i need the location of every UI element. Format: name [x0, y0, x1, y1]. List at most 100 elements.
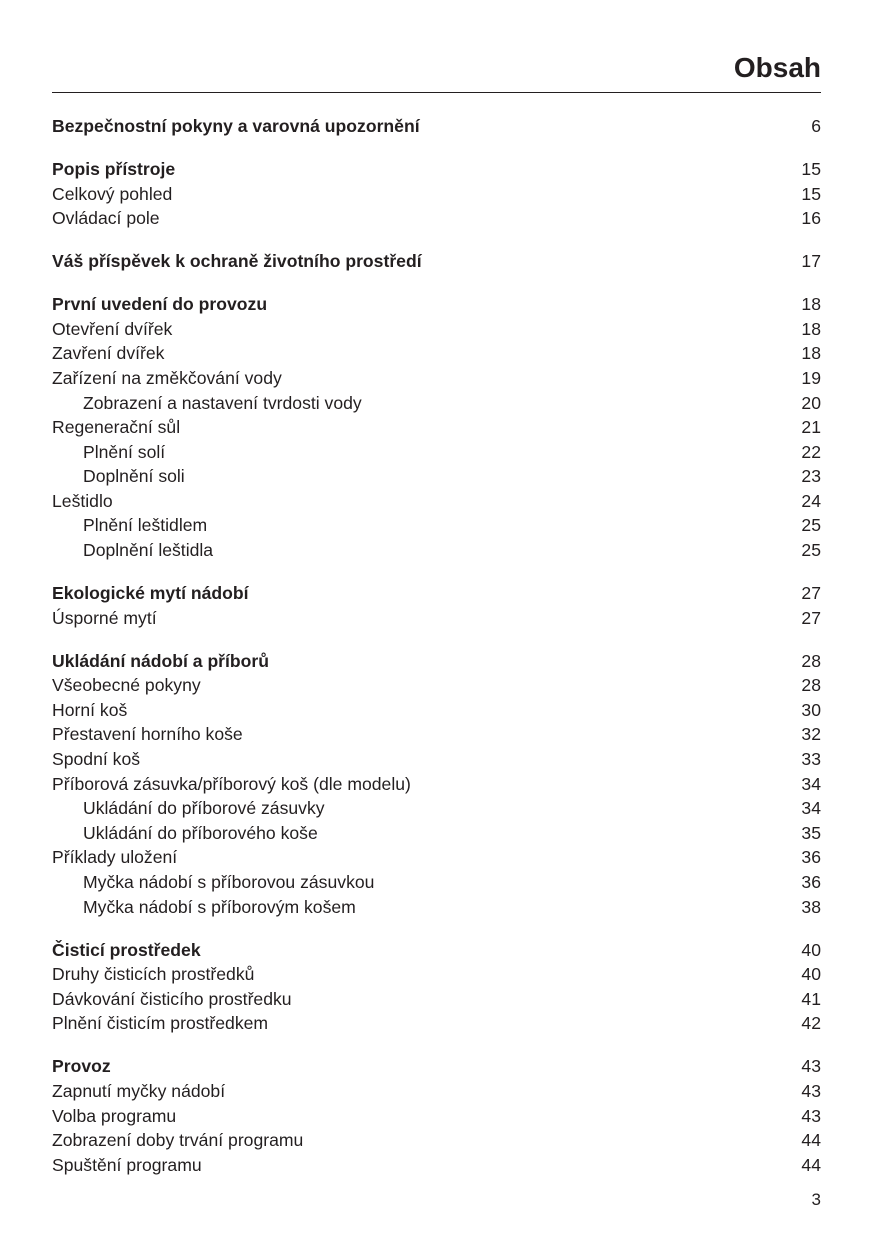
toc-entry[interactable]: Zapnutí myčky nádobí 43 [52, 1079, 821, 1104]
toc-entry-title: Otevření dvířek [52, 318, 173, 339]
toc-chapter-entry[interactable]: První uvedení do provozu 18 [52, 292, 821, 317]
dot-leader [202, 1170, 776, 1171]
toc-entry-title: Příklady uložení [52, 847, 178, 868]
toc-entry-title: Volba programu [52, 1105, 177, 1126]
toc-entry-page: 43 [801, 1080, 821, 1101]
dot-leader [362, 408, 776, 409]
toc-entry[interactable]: Doplnění soli 23 [52, 464, 821, 489]
dot-leader [225, 1096, 776, 1097]
toc-entry-page: 40 [801, 964, 821, 985]
toc-chapter-entry[interactable]: Váš příspěvek k ochraně životního prostř… [52, 249, 821, 274]
dot-leader [185, 481, 776, 482]
toc-entry[interactable]: Doplnění leštidla 25 [52, 538, 821, 563]
toc-entry[interactable]: Všeobecné pokyny 28 [52, 673, 821, 698]
toc-entry[interactable]: Zobrazení a nastavení tvrdosti vody 20 [52, 391, 821, 416]
table-of-contents: Bezpečnostní pokyny a varovná upozornění… [52, 114, 821, 1196]
toc-entry[interactable]: Celkový pohled 15 [52, 182, 821, 207]
toc-chapter-entry[interactable]: Provoz 43 [52, 1054, 821, 1079]
toc-chapter-entry[interactable]: Čisticí prostředek 40 [52, 938, 821, 963]
toc-entry[interactable]: Myčka nádobí s příborovou zásuvkou 36 [52, 870, 821, 895]
toc-entry-title: Zavření dvířek [52, 343, 165, 364]
toc-entry-page: 34 [801, 798, 821, 819]
toc-entry-title: Dávkování čisticího prostředku [52, 988, 292, 1009]
toc-entry[interactable]: Úsporné mytí 27 [52, 606, 821, 631]
toc-entry[interactable]: Dávkování čisticího prostředku 41 [52, 987, 821, 1012]
toc-entry[interactable]: Spodní koš 33 [52, 747, 821, 772]
toc-entry-page: 25 [801, 515, 821, 536]
dot-leader [160, 223, 776, 224]
toc-entry-page: 32 [801, 724, 821, 745]
toc-entry-title: Váš příspěvek k ochraně životního prostř… [52, 251, 422, 272]
toc-entry-page: 43 [801, 1056, 821, 1077]
toc-entry-page: 28 [801, 675, 821, 696]
toc-entry[interactable]: Přestavení horního koše 32 [52, 722, 821, 747]
toc-entry-page: 36 [801, 871, 821, 892]
toc-entry-title: První uvedení do provozu [52, 294, 268, 315]
toc-entry[interactable]: Ukládání do příborového koše 35 [52, 821, 821, 846]
toc-entry[interactable]: Druhy čisticích prostředků 40 [52, 962, 821, 987]
toc-entry[interactable]: Otevření dvířek 18 [52, 317, 821, 342]
dot-leader [267, 309, 776, 310]
toc-entry[interactable]: Příborová zásuvka/příborový koš (dle mod… [52, 772, 821, 797]
toc-entry[interactable]: Zavření dvířek 18 [52, 341, 821, 366]
toc-entry-title: Ovládací pole [52, 208, 160, 229]
toc-entry[interactable]: Příklady uložení 36 [52, 845, 821, 870]
dot-leader [180, 432, 776, 433]
dot-leader [176, 1121, 776, 1122]
toc-entry-title: Čisticí prostředek [52, 939, 201, 960]
toc-entry-page: 36 [801, 847, 821, 868]
toc-chapter-entry[interactable]: Bezpečnostní pokyny a varovná upozornění… [52, 114, 821, 139]
toc-entry-page: 41 [801, 988, 821, 1009]
toc-entry-title: Doplnění leštidla [83, 540, 214, 561]
toc-chapter-entry[interactable]: Ekologické mytí nádobí 27 [52, 581, 821, 606]
toc-section: Bezpečnostní pokyny a varovná upozornění… [52, 114, 821, 139]
toc-section: První uvedení do provozu18Otevření dvíře… [52, 292, 821, 563]
toc-entry[interactable]: Ukládání do příborové zásuvky 34 [52, 796, 821, 821]
dot-leader [201, 690, 776, 691]
toc-entry-page: 15 [801, 183, 821, 204]
dot-leader [420, 131, 776, 132]
toc-entry-title: Spodní koš [52, 749, 141, 770]
toc-entry[interactable]: Ovládací pole 16 [52, 206, 821, 231]
toc-entry[interactable]: Regenerační sůl 21 [52, 415, 821, 440]
toc-entry-page: 17 [801, 251, 821, 272]
toc-entry-page: 28 [801, 650, 821, 671]
dot-leader [165, 457, 776, 458]
toc-entry-page: 25 [801, 540, 821, 561]
toc-entry[interactable]: Spuštění programu 44 [52, 1153, 821, 1178]
toc-entry-title: Ukládání do příborového koše [83, 822, 318, 843]
toc-chapter-entry[interactable]: Ukládání nádobí a příborů 28 [52, 649, 821, 674]
page-number: 3 [811, 1190, 821, 1209]
toc-entry-title: Příborová zásuvka/příborový koš (dle mod… [52, 773, 411, 794]
toc-entry[interactable]: Plnění leštidlem 25 [52, 513, 821, 538]
toc-entry-page: 38 [801, 896, 821, 917]
toc-entry-page: 35 [801, 822, 821, 843]
toc-entry[interactable]: Plnění solí 22 [52, 440, 821, 465]
toc-entry-title: Horní koš [52, 699, 128, 720]
dot-leader [269, 666, 776, 667]
toc-entry[interactable]: Leštidlo 24 [52, 489, 821, 514]
dot-leader [243, 739, 776, 740]
toc-entry[interactable]: Volba programu 43 [52, 1104, 821, 1129]
toc-entry[interactable]: Myčka nádobí s příborovým košem 38 [52, 895, 821, 920]
toc-entry[interactable]: Zařízení na změkčování vody 19 [52, 366, 821, 391]
dot-leader [374, 887, 776, 888]
toc-entry-title: Ukládání nádobí a příborů [52, 650, 270, 671]
toc-entry-page: 6 [811, 116, 821, 136]
toc-entry-title: Popis přístroje [52, 158, 176, 179]
toc-entry-page: 19 [801, 367, 821, 388]
toc-entry[interactable]: Horní koš 30 [52, 698, 821, 723]
dot-leader [111, 1071, 776, 1072]
dot-leader [325, 813, 776, 814]
toc-entry[interactable]: Zobrazení doby trvání programu 44 [52, 1128, 821, 1153]
dot-leader [127, 715, 776, 716]
toc-entry-page: 33 [801, 749, 821, 770]
toc-entry-page: 34 [801, 773, 821, 794]
toc-entry-title: Plnění solí [83, 441, 166, 462]
toc-entry-page: 40 [801, 939, 821, 960]
toc-chapter-entry[interactable]: Popis přístroje 15 [52, 157, 821, 182]
dot-leader [318, 838, 776, 839]
toc-entry[interactable]: Plnění čisticím prostředkem 42 [52, 1011, 821, 1036]
